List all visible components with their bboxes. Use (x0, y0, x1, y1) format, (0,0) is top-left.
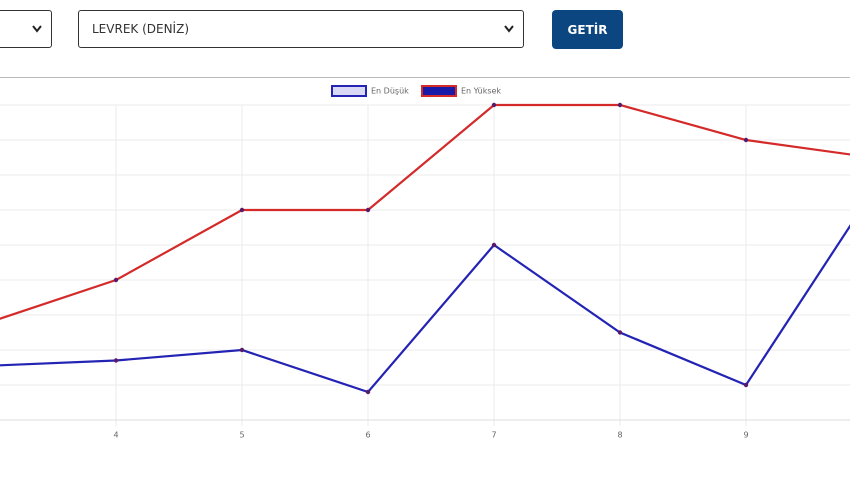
point (491, 242, 497, 248)
legend-label: En Düşük (371, 87, 409, 96)
x-tick-label: 9 (743, 431, 748, 440)
legend-swatch (331, 85, 367, 97)
x-tick-label: 6 (365, 431, 370, 440)
point (617, 330, 623, 335)
x-tick-label: 7 (491, 431, 496, 440)
select-value: LEVREK (DENİZ) (92, 22, 190, 36)
point (743, 137, 749, 143)
submit-button[interactable]: GETİR (552, 10, 623, 49)
x-tick-label: 8 (617, 431, 622, 440)
point (113, 277, 119, 283)
x-tick-label: 4 (113, 431, 118, 440)
point (365, 207, 371, 213)
select-first[interactable] (0, 10, 52, 48)
x-tick-label: 5 (239, 431, 244, 440)
legend-label: En Yüksek (461, 87, 501, 96)
series-line (0, 224, 850, 394)
chevron (32, 25, 42, 33)
select-species[interactable]: LEVREK (DENİZ) (78, 10, 524, 48)
point (239, 347, 245, 353)
point (743, 382, 749, 388)
series-line (0, 103, 850, 320)
point (617, 102, 623, 108)
point (113, 358, 119, 363)
divider (0, 77, 850, 78)
point (365, 389, 371, 395)
point (239, 207, 245, 213)
chevron (504, 25, 514, 33)
point (491, 102, 497, 108)
legend-swatch (421, 85, 457, 97)
